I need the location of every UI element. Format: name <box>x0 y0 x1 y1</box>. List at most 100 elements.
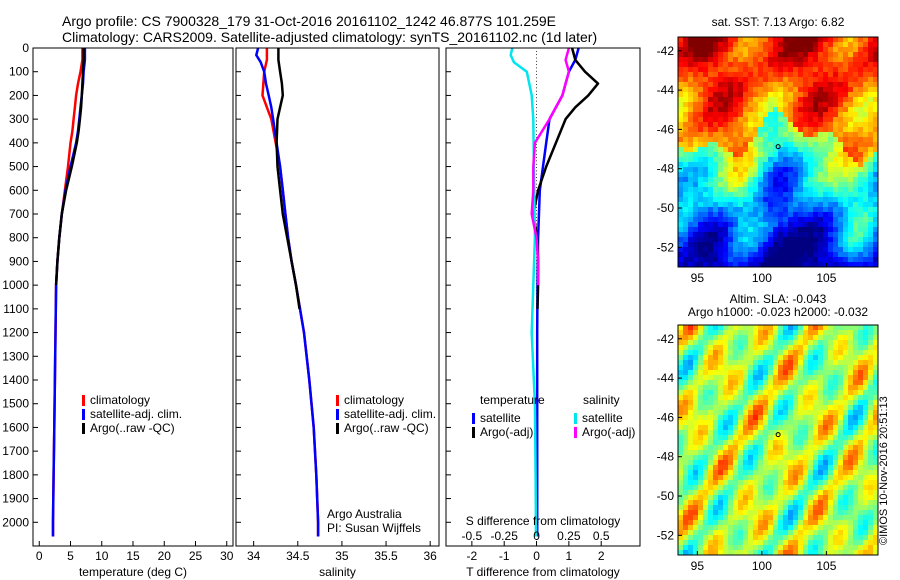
map-cell <box>753 395 759 401</box>
map-cell <box>703 202 709 208</box>
map-cell <box>833 345 839 351</box>
map-cell <box>838 405 844 411</box>
map-cell <box>843 227 849 233</box>
map-cell <box>758 410 764 416</box>
map-cell <box>703 405 709 411</box>
map-cell <box>733 495 739 501</box>
map-cell <box>708 47 714 53</box>
map-cell <box>788 455 794 461</box>
map-cell <box>853 440 859 446</box>
x-tick-label: 36 <box>423 549 437 563</box>
map-cell <box>873 515 879 521</box>
map-cell <box>793 415 799 421</box>
map-cell <box>703 132 709 138</box>
map-cell <box>783 227 789 233</box>
map-cell <box>708 97 714 103</box>
map-cell <box>728 545 734 551</box>
map-cell <box>678 197 684 203</box>
map-cell <box>828 217 834 223</box>
map-cell <box>843 495 849 501</box>
map-cell <box>873 345 879 351</box>
map-cell <box>823 52 829 58</box>
map-cell <box>683 450 689 456</box>
map-cell <box>798 425 804 431</box>
map-cell <box>688 370 694 376</box>
map-cell <box>693 490 699 496</box>
map-cell <box>728 127 734 133</box>
map-cell <box>698 142 704 148</box>
map-cell <box>713 227 719 233</box>
map-cell <box>843 132 849 138</box>
legend-label: climatology <box>344 393 404 407</box>
map-cell <box>758 345 764 351</box>
map-cell <box>848 147 854 153</box>
map-cell <box>868 192 874 198</box>
map-cell <box>843 510 849 516</box>
map-cell <box>808 415 814 421</box>
map-cell <box>698 325 704 331</box>
map-cell <box>803 425 809 431</box>
map-cell <box>858 47 864 53</box>
map-cell <box>823 515 829 521</box>
map-cell <box>683 157 689 163</box>
map-cell <box>873 335 879 341</box>
map-cell <box>728 197 734 203</box>
map-cell <box>698 335 704 341</box>
zero-reference-dot <box>536 93 538 95</box>
map-cell <box>848 430 854 436</box>
map-cell <box>873 77 879 83</box>
map-cell <box>838 550 844 556</box>
map-cell <box>803 117 809 123</box>
map-cell <box>763 107 769 113</box>
map-cell <box>713 237 719 243</box>
map-cell <box>743 515 749 521</box>
map-cell <box>873 192 879 198</box>
map-cell <box>773 157 779 163</box>
map-cell <box>713 62 719 68</box>
map-cell <box>753 420 759 426</box>
map-cell <box>773 197 779 203</box>
map-cell <box>858 97 864 103</box>
map-cell <box>778 445 784 451</box>
map-cell <box>768 212 774 218</box>
map-cell <box>713 72 719 78</box>
map-cell <box>793 67 799 73</box>
map-cell <box>868 480 874 486</box>
map-cell <box>733 52 739 58</box>
map-cell <box>748 335 754 341</box>
map-cell <box>683 67 689 73</box>
map-cell <box>748 350 754 356</box>
map-cell <box>713 375 719 381</box>
map-cell <box>773 410 779 416</box>
map-cell <box>833 212 839 218</box>
map-cell <box>703 252 709 258</box>
map-cell <box>843 112 849 118</box>
map-cell <box>693 375 699 381</box>
zero-reference-dot <box>536 103 538 105</box>
map-cell <box>758 380 764 386</box>
map-cell <box>768 495 774 501</box>
map-cell <box>858 495 864 501</box>
map-cell <box>678 132 684 138</box>
map-cell <box>773 142 779 148</box>
map-cell <box>768 82 774 88</box>
map-cell <box>853 147 859 153</box>
map-cell <box>728 425 734 431</box>
map-cell <box>763 535 769 541</box>
map-cell <box>738 192 744 198</box>
map-cell <box>738 450 744 456</box>
map-cell <box>858 440 864 446</box>
map-cell <box>838 92 844 98</box>
map-cell <box>813 440 819 446</box>
map-cell <box>708 102 714 108</box>
map-cell <box>703 242 709 248</box>
map-cell <box>688 92 694 98</box>
map-cell <box>703 92 709 98</box>
map-cell <box>753 137 759 143</box>
map-cell <box>798 400 804 406</box>
map-cell <box>858 137 864 143</box>
map-cell <box>828 47 834 53</box>
map-cell <box>778 247 784 253</box>
map-cell <box>738 77 744 83</box>
map-cell <box>803 102 809 108</box>
